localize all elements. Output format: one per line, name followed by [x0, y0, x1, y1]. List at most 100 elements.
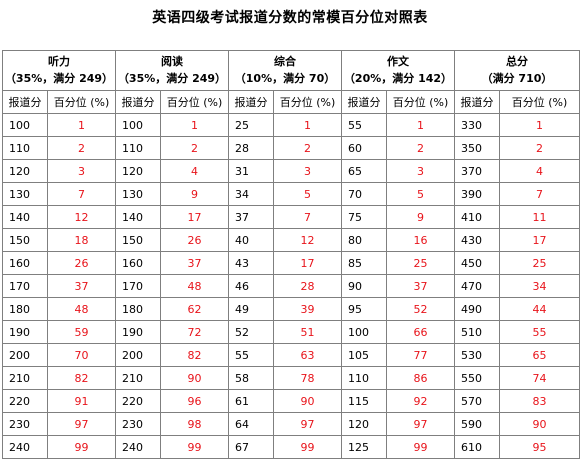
score-cell: 200 — [115, 343, 161, 367]
score-cell: 105 — [341, 343, 387, 367]
table-row: 150 18 150 26 40 12 80 16 430 17 — [2, 228, 580, 252]
percentile-cell: 4 — [160, 159, 229, 183]
table-row: 220 91 220 96 61 90 115 92 570 83 — [2, 389, 580, 413]
section-header-reading: 阅读 （35%，满分 249） — [115, 50, 229, 91]
percentile-cell: 37 — [386, 274, 455, 298]
percentile-cell: 28 — [273, 274, 342, 298]
percentile-cell: 1 — [47, 113, 116, 137]
section-header-listening: 听力 （35%，满分 249） — [2, 50, 116, 91]
percentile-cell: 97 — [47, 412, 116, 436]
percentile-cell: 78 — [273, 366, 342, 390]
score-cell: 140 — [115, 205, 161, 229]
column-header-score: 报道分 — [341, 90, 387, 114]
score-cell: 390 — [454, 182, 500, 206]
score-cell: 240 — [115, 435, 161, 459]
section-name: 作文 — [387, 55, 409, 68]
score-cell: 75 — [341, 205, 387, 229]
percentile-cell: 2 — [273, 136, 342, 160]
score-cell: 570 — [454, 389, 500, 413]
column-header-row: 报道分 百分位 (%) 报道分 百分位 (%) 报道分 百分位 (%) 报道分 … — [2, 90, 580, 114]
score-cell: 100 — [2, 113, 48, 137]
score-cell: 100 — [115, 113, 161, 137]
percentile-cell: 98 — [160, 412, 229, 436]
percentile-cell: 3 — [47, 159, 116, 183]
score-cell: 230 — [2, 412, 48, 436]
percentile-cell: 3 — [273, 159, 342, 183]
column-header-percentile: 百分位 (%) — [386, 90, 455, 114]
percentile-cell: 17 — [273, 251, 342, 275]
table-row: 240 99 240 99 67 99 125 99 610 95 — [2, 435, 580, 459]
section-header-row: 听力 （35%，满分 249） 阅读 （35%，满分 249） 综合 （10%，… — [2, 50, 580, 91]
score-cell: 60 — [341, 136, 387, 160]
score-cell: 200 — [2, 343, 48, 367]
section-detail: （35%，满分 249） — [117, 72, 227, 85]
percentile-cell: 90 — [160, 366, 229, 390]
score-cell: 80 — [341, 228, 387, 252]
percentile-cell: 48 — [160, 274, 229, 298]
table-body: 听力 （35%，满分 249） 阅读 （35%，满分 249） 综合 （10%，… — [2, 50, 580, 459]
percentile-cell: 5 — [386, 182, 455, 206]
table-row: 140 12 140 17 37 7 75 9 410 11 — [2, 205, 580, 229]
score-cell: 190 — [2, 320, 48, 344]
score-cell: 180 — [115, 297, 161, 321]
percentile-cell: 17 — [499, 228, 580, 252]
percentile-cell: 26 — [160, 228, 229, 252]
percentile-cell: 17 — [160, 205, 229, 229]
table-row: 200 70 200 82 55 63 105 77 530 65 — [2, 343, 580, 367]
score-cell: 220 — [115, 389, 161, 413]
score-cell: 100 — [341, 320, 387, 344]
score-cell: 170 — [2, 274, 48, 298]
percentile-cell: 82 — [47, 366, 116, 390]
table-row: 100 1 100 1 25 1 55 1 330 1 — [2, 113, 580, 137]
score-cell: 370 — [454, 159, 500, 183]
column-header-score: 报道分 — [228, 90, 274, 114]
percentile-cell: 99 — [273, 435, 342, 459]
score-cell: 110 — [115, 136, 161, 160]
score-cell: 85 — [341, 251, 387, 275]
score-cell: 410 — [454, 205, 500, 229]
percentile-cell: 86 — [386, 366, 455, 390]
score-cell: 510 — [454, 320, 500, 344]
percentile-cell: 7 — [47, 182, 116, 206]
score-cell: 130 — [2, 182, 48, 206]
percentile-cell: 39 — [273, 297, 342, 321]
score-cell: 65 — [341, 159, 387, 183]
percentile-cell: 12 — [47, 205, 116, 229]
table-row: 190 59 190 72 52 51 100 66 510 55 — [2, 320, 580, 344]
section-detail: （满分 710） — [481, 72, 553, 85]
column-header-score: 报道分 — [2, 90, 48, 114]
percentile-cell: 66 — [386, 320, 455, 344]
column-header-score: 报道分 — [454, 90, 500, 114]
percentile-cell: 12 — [273, 228, 342, 252]
score-cell: 490 — [454, 297, 500, 321]
score-cell: 120 — [115, 159, 161, 183]
score-cell: 40 — [228, 228, 274, 252]
table-row: 160 26 160 37 43 17 85 25 450 25 — [2, 251, 580, 275]
percentile-cell: 63 — [273, 343, 342, 367]
score-cell: 58 — [228, 366, 274, 390]
score-cell: 31 — [228, 159, 274, 183]
percentile-cell: 97 — [273, 412, 342, 436]
score-cell: 550 — [454, 366, 500, 390]
score-cell: 140 — [2, 205, 48, 229]
score-cell: 430 — [454, 228, 500, 252]
page-title: 英语四级考试报道分数的常模百分位对照表 — [152, 10, 428, 26]
column-header-percentile: 百分位 (%) — [160, 90, 229, 114]
score-cell: 110 — [2, 136, 48, 160]
score-cell: 530 — [454, 343, 500, 367]
percentile-cell: 2 — [47, 136, 116, 160]
percentile-cell: 3 — [386, 159, 455, 183]
percentile-table: 听力 （35%，满分 249） 阅读 （35%，满分 249） 综合 （10%，… — [2, 50, 580, 459]
percentile-cell: 82 — [160, 343, 229, 367]
score-cell: 25 — [228, 113, 274, 137]
percentile-cell: 65 — [499, 343, 580, 367]
score-cell: 240 — [2, 435, 48, 459]
table-row: 180 48 180 62 49 39 95 52 490 44 — [2, 297, 580, 321]
percentile-cell: 1 — [273, 113, 342, 137]
percentile-cell: 18 — [47, 228, 116, 252]
score-cell: 37 — [228, 205, 274, 229]
score-cell: 49 — [228, 297, 274, 321]
table-row: 210 82 210 90 58 78 110 86 550 74 — [2, 366, 580, 390]
score-cell: 115 — [341, 389, 387, 413]
percentile-cell: 48 — [47, 297, 116, 321]
